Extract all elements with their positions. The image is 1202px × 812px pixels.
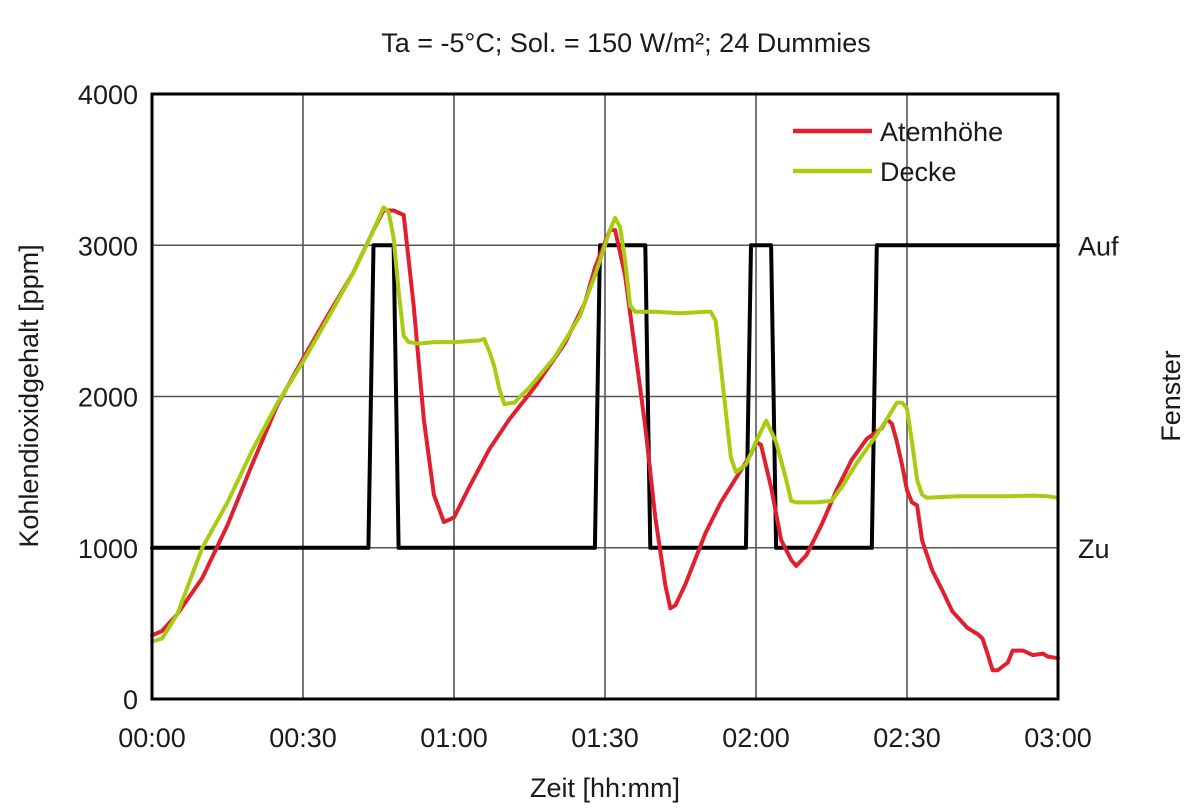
x-tick-label: 02:00 [722, 723, 790, 753]
legend-label: Atemhöhe [880, 117, 1003, 147]
y-tick-label: 0 [123, 685, 138, 715]
series-line-fenster [150, 243, 1060, 550]
x-tick-label: 01:30 [571, 723, 639, 753]
y2-tick-label: Auf [1078, 231, 1119, 261]
series-layer [150, 205, 1060, 673]
y-tick-label: 1000 [78, 534, 138, 564]
y2-axis-label: Fenster [1156, 350, 1186, 442]
x-axis-label: Zeit [hh:mm] [530, 773, 680, 803]
x-tick-label: 00:30 [269, 723, 337, 753]
x-tick-label: 02:30 [873, 723, 941, 753]
y-tick-label: 4000 [78, 80, 138, 110]
y-tick-label: 3000 [78, 231, 138, 261]
series-line-atemh-he [150, 208, 1060, 673]
y2-tick-label: Zu [1078, 534, 1110, 564]
y-axis-label: Kohlendioxidgehalt [ppm] [14, 244, 44, 547]
tick-layer: 00:00 00:30 01:00 01:30 02:00 02:30 03:00 0 1000… [78, 80, 1119, 753]
x-tick-label: 01:00 [420, 723, 488, 753]
legend: Atemhöhe Decke [793, 117, 1003, 187]
chart-title: Ta = -5°C; Sol. = 150 W/m²; 24 Dummies [381, 28, 870, 58]
legend-label: Decke [880, 157, 957, 187]
y-tick-label: 2000 [78, 383, 138, 413]
series-line-decke [150, 205, 1060, 644]
plot-frame [150, 92, 1060, 701]
x-tick-label: 00:00 [118, 723, 186, 753]
x-tick-label: 03:00 [1024, 723, 1092, 753]
